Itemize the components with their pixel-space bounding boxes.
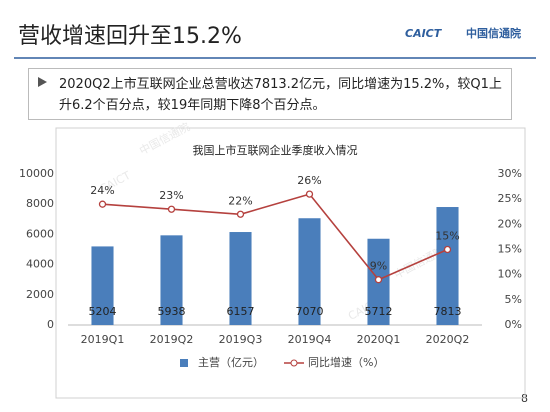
y2-tick-label: 5% bbox=[505, 293, 522, 306]
y-tick-label: 2000 bbox=[26, 288, 54, 301]
watermark: 中国信通院 bbox=[137, 119, 192, 157]
x-tick-label: 2019Q2 bbox=[150, 333, 194, 346]
y2-tick-label: 25% bbox=[498, 192, 522, 205]
chart-frame bbox=[55, 127, 526, 399]
x-tick-label: 2020Q2 bbox=[426, 333, 470, 346]
y2-tick-label: 20% bbox=[498, 217, 522, 230]
line-marker bbox=[443, 245, 452, 254]
bar-value-label: 7070 bbox=[296, 305, 324, 318]
y-tick-label: 6000 bbox=[26, 227, 54, 240]
legend-swatch bbox=[180, 359, 188, 367]
line-marker bbox=[236, 210, 245, 218]
y2-tick-label: 0% bbox=[505, 318, 522, 331]
legend-swatch bbox=[290, 359, 298, 367]
line bbox=[102, 193, 448, 281]
bullet-box: 2020Q2上市互联网企业总营收达7813.2亿元，同比增速为15.2%，较Q1… bbox=[28, 68, 512, 120]
line-marker bbox=[305, 190, 314, 198]
bar-value-label: 5938 bbox=[158, 305, 186, 318]
bar-value-label: 6157 bbox=[227, 305, 255, 318]
y-tick-label: 10000 bbox=[19, 167, 54, 180]
line-value-label: 22% bbox=[228, 194, 252, 207]
x-tick-label: 2019Q1 bbox=[81, 333, 125, 346]
bar bbox=[436, 207, 459, 325]
bar-value-label: 7813 bbox=[434, 305, 462, 318]
y2-tick-label: 15% bbox=[498, 243, 522, 256]
x-tick-label: 2019Q3 bbox=[219, 333, 263, 346]
y-tick-label: 8000 bbox=[26, 197, 54, 210]
bar bbox=[229, 232, 252, 325]
bar-value-label: 5204 bbox=[89, 305, 117, 318]
line-value-label: 9% bbox=[370, 260, 387, 273]
line-marker bbox=[98, 200, 107, 208]
legend-label: 同比增速（%） bbox=[308, 355, 384, 369]
y-tick-label: 0 bbox=[47, 318, 54, 331]
line-value-label: 24% bbox=[90, 184, 114, 197]
y2-tick-label: 30% bbox=[498, 167, 522, 180]
line-marker bbox=[374, 276, 383, 284]
x-tick-label: 2020Q1 bbox=[357, 333, 401, 346]
logo-name: 中国信通院 bbox=[466, 26, 521, 40]
line-value-label: 26% bbox=[297, 174, 321, 187]
line-value-label: 23% bbox=[159, 189, 183, 202]
line-value-label: 15% bbox=[435, 230, 459, 243]
logo-brand: CAICT bbox=[405, 27, 443, 40]
x-tick-label: 2019Q4 bbox=[288, 333, 332, 346]
bar bbox=[160, 235, 183, 325]
bar bbox=[298, 218, 321, 325]
bar bbox=[91, 246, 114, 325]
line-marker bbox=[167, 205, 176, 213]
y-tick-label: 4000 bbox=[26, 258, 54, 271]
y2-tick-label: 10% bbox=[498, 268, 522, 281]
legend-label: 主营（亿元） bbox=[198, 355, 264, 369]
chart-title: 我国上市互联网企业季度收入情况 bbox=[193, 143, 358, 157]
bullet-icon bbox=[38, 77, 47, 87]
bar-value-label: 5712 bbox=[365, 305, 393, 318]
slide-title: 营收增速回升至15.2% bbox=[18, 24, 242, 49]
bullet-text: 2020Q2上市互联网企业总营收达7813.2亿元，同比增速为15.2%，较Q1… bbox=[59, 77, 502, 113]
